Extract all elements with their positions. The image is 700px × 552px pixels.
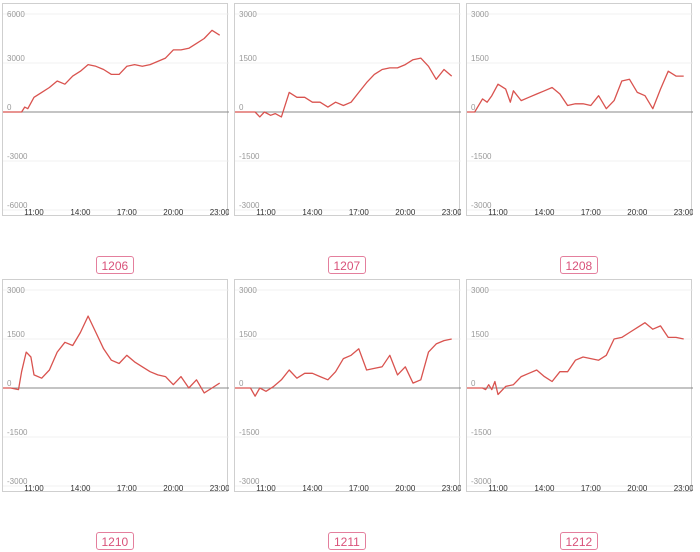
x-tick-label: 17:00 <box>349 484 370 493</box>
y-tick-label: -1500 <box>471 152 492 161</box>
chart-panel-1206: 6000 3000 0 -3000 -6000 11:00 14:00 17:00 20:00 2… <box>2 3 229 217</box>
y-tick-label: 0 <box>7 379 12 388</box>
y-tick-label: 1500 <box>471 54 489 63</box>
series-line-1210 <box>3 315 221 394</box>
y-tick-label: 1500 <box>239 330 257 339</box>
x-tick-label: 20:00 <box>163 484 184 493</box>
series-line-1208 <box>467 70 684 113</box>
y-tick-label: 0 <box>7 103 12 112</box>
x-tick-label: 23:00 <box>674 484 693 493</box>
y-tick-label: 0 <box>471 103 476 112</box>
y-tick-label: 3000 <box>471 10 489 19</box>
x-tick-label: 14:00 <box>70 208 91 217</box>
y-tick-label: -3000 <box>471 201 492 210</box>
x-tick-label: 23:00 <box>442 484 461 493</box>
x-tick-label: 14:00 <box>70 484 91 493</box>
y-tick-label: -1500 <box>239 428 260 437</box>
y-tick-label: 0 <box>471 379 476 388</box>
x-tick-label: 11:00 <box>488 208 508 217</box>
chart-label-1211: 1211 <box>328 532 366 550</box>
x-tick-label: 23:00 <box>210 208 229 217</box>
x-tick-label: 17:00 <box>117 484 138 493</box>
x-tick-label: 17:00 <box>581 208 602 217</box>
chart-label-1210: 1210 <box>95 532 135 550</box>
y-tick-label: 1500 <box>7 330 25 339</box>
x-tick-label: 14:00 <box>534 484 555 493</box>
x-tick-label: 20:00 <box>395 208 416 217</box>
x-tick-label: 17:00 <box>349 208 370 217</box>
chart-panel-1210: 3000 1500 0 -1500 -3000 11:00 14:00 17:00 20:00 2… <box>2 279 229 493</box>
x-tick-label: 20:00 <box>395 484 416 493</box>
series-line-1212 <box>467 322 684 396</box>
chart-label-1208: 1208 <box>559 256 599 274</box>
y-tick-label: 3000 <box>239 286 257 295</box>
x-tick-label: 14:00 <box>534 208 555 217</box>
y-tick-label: -3000 <box>239 201 260 210</box>
x-tick-label: 11:00 <box>24 484 44 493</box>
x-tick-label: 23:00 <box>442 208 461 217</box>
x-tick-label: 17:00 <box>581 484 602 493</box>
chart-panel-1212: 3000 1500 0 -1500 -3000 11:00 14:00 17:00 20:00 2… <box>466 279 693 493</box>
chart-panel-1208: 3000 1500 0 -1500 -3000 11:00 14:00 17:00 20:00 2… <box>466 3 693 217</box>
y-tick-label: -1500 <box>7 428 28 437</box>
y-tick-label: -6000 <box>7 201 28 210</box>
y-tick-label: 1500 <box>239 54 257 63</box>
y-tick-label: -3000 <box>471 477 492 486</box>
series-line-1211 <box>235 338 452 397</box>
x-tick-label: 20:00 <box>163 208 184 217</box>
x-tick-label: 20:00 <box>627 208 648 217</box>
y-tick-label: 3000 <box>7 286 25 295</box>
y-tick-label: 3000 <box>7 54 25 63</box>
chart-panel-1211: 3000 1500 0 -1500 -3000 11:00 14:00 17:00 20:00 2… <box>234 279 461 493</box>
x-tick-label: 20:00 <box>627 484 648 493</box>
y-tick-label: 1500 <box>471 330 489 339</box>
x-tick-label: 23:00 <box>674 208 693 217</box>
chart-label-1207: 1207 <box>327 256 367 274</box>
chart-label-1212: 1212 <box>559 532 599 550</box>
x-tick-label: 11:00 <box>24 208 44 217</box>
y-tick-label: 3000 <box>471 286 489 295</box>
x-tick-label: 14:00 <box>302 208 323 217</box>
chart-label-1206: 1206 <box>95 256 135 274</box>
y-tick-label: -1500 <box>471 428 492 437</box>
y-tick-label: 0 <box>239 379 244 388</box>
chart-panel-1207: 3000 1500 0 -1500 -3000 11:00 14:00 17:00 20:00 2… <box>234 3 461 217</box>
x-tick-label: 23:00 <box>210 484 229 493</box>
y-tick-label: -3000 <box>7 477 28 486</box>
y-tick-label: 3000 <box>239 10 257 19</box>
y-tick-label: 6000 <box>7 10 25 19</box>
x-tick-label: 11:00 <box>256 208 276 217</box>
series-line-1207 <box>235 57 453 118</box>
x-tick-label: 17:00 <box>117 208 138 217</box>
x-tick-label: 11:00 <box>256 484 276 493</box>
series-line-1206 <box>3 29 221 113</box>
y-tick-label: -1500 <box>239 152 260 161</box>
y-tick-label: -3000 <box>239 477 260 486</box>
x-tick-label: 11:00 <box>488 484 508 493</box>
x-tick-label: 14:00 <box>302 484 323 493</box>
y-tick-label: -3000 <box>7 152 28 161</box>
y-tick-label: 0 <box>239 103 244 112</box>
